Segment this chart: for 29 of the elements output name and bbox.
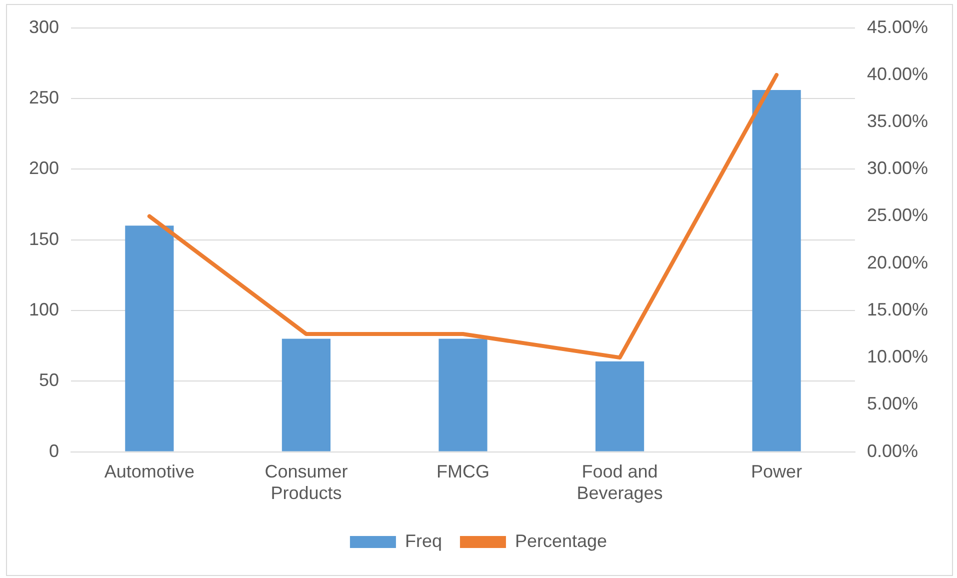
bar bbox=[752, 90, 801, 452]
y-tick-label: 150 bbox=[28, 228, 60, 249]
y-tick-label: 0 bbox=[49, 440, 60, 461]
y2-tick-label: 40.00% bbox=[866, 64, 928, 84]
x-tick-label: FMCG bbox=[436, 462, 490, 482]
bar bbox=[125, 226, 174, 452]
legend-label: Percentage bbox=[514, 530, 608, 551]
y2-tick-label: 10.00% bbox=[866, 346, 928, 367]
x-tick-label: Power bbox=[751, 462, 802, 482]
x-tick-label: Automotive bbox=[104, 462, 194, 482]
y-tick-label: 300 bbox=[28, 16, 60, 37]
bar bbox=[595, 361, 644, 452]
y-tick-label: 100 bbox=[28, 299, 60, 320]
legend-label: Freq bbox=[404, 530, 442, 551]
y2-tick-label: 30.00% bbox=[866, 158, 928, 178]
y-tick-label: 200 bbox=[28, 158, 60, 178]
y2-tick-label: 45.00% bbox=[866, 16, 928, 37]
y2-tick-label: 35.00% bbox=[866, 110, 928, 131]
x-tick-label: Food and Beverages bbox=[576, 462, 663, 504]
bar bbox=[282, 338, 331, 452]
y2-tick-label: 25.00% bbox=[866, 205, 928, 226]
x-tick-label: Consumer Products bbox=[264, 462, 348, 504]
bar bbox=[438, 338, 488, 452]
y2-tick-label: 5.00% bbox=[866, 394, 918, 414]
y-tick-label: 50 bbox=[39, 370, 60, 390]
y2-tick-label: 0.00% bbox=[866, 440, 918, 461]
y-tick-label: 250 bbox=[28, 87, 60, 108]
y2-tick-label: 15.00% bbox=[866, 299, 928, 320]
y2-tick-label: 20.00% bbox=[866, 252, 928, 272]
